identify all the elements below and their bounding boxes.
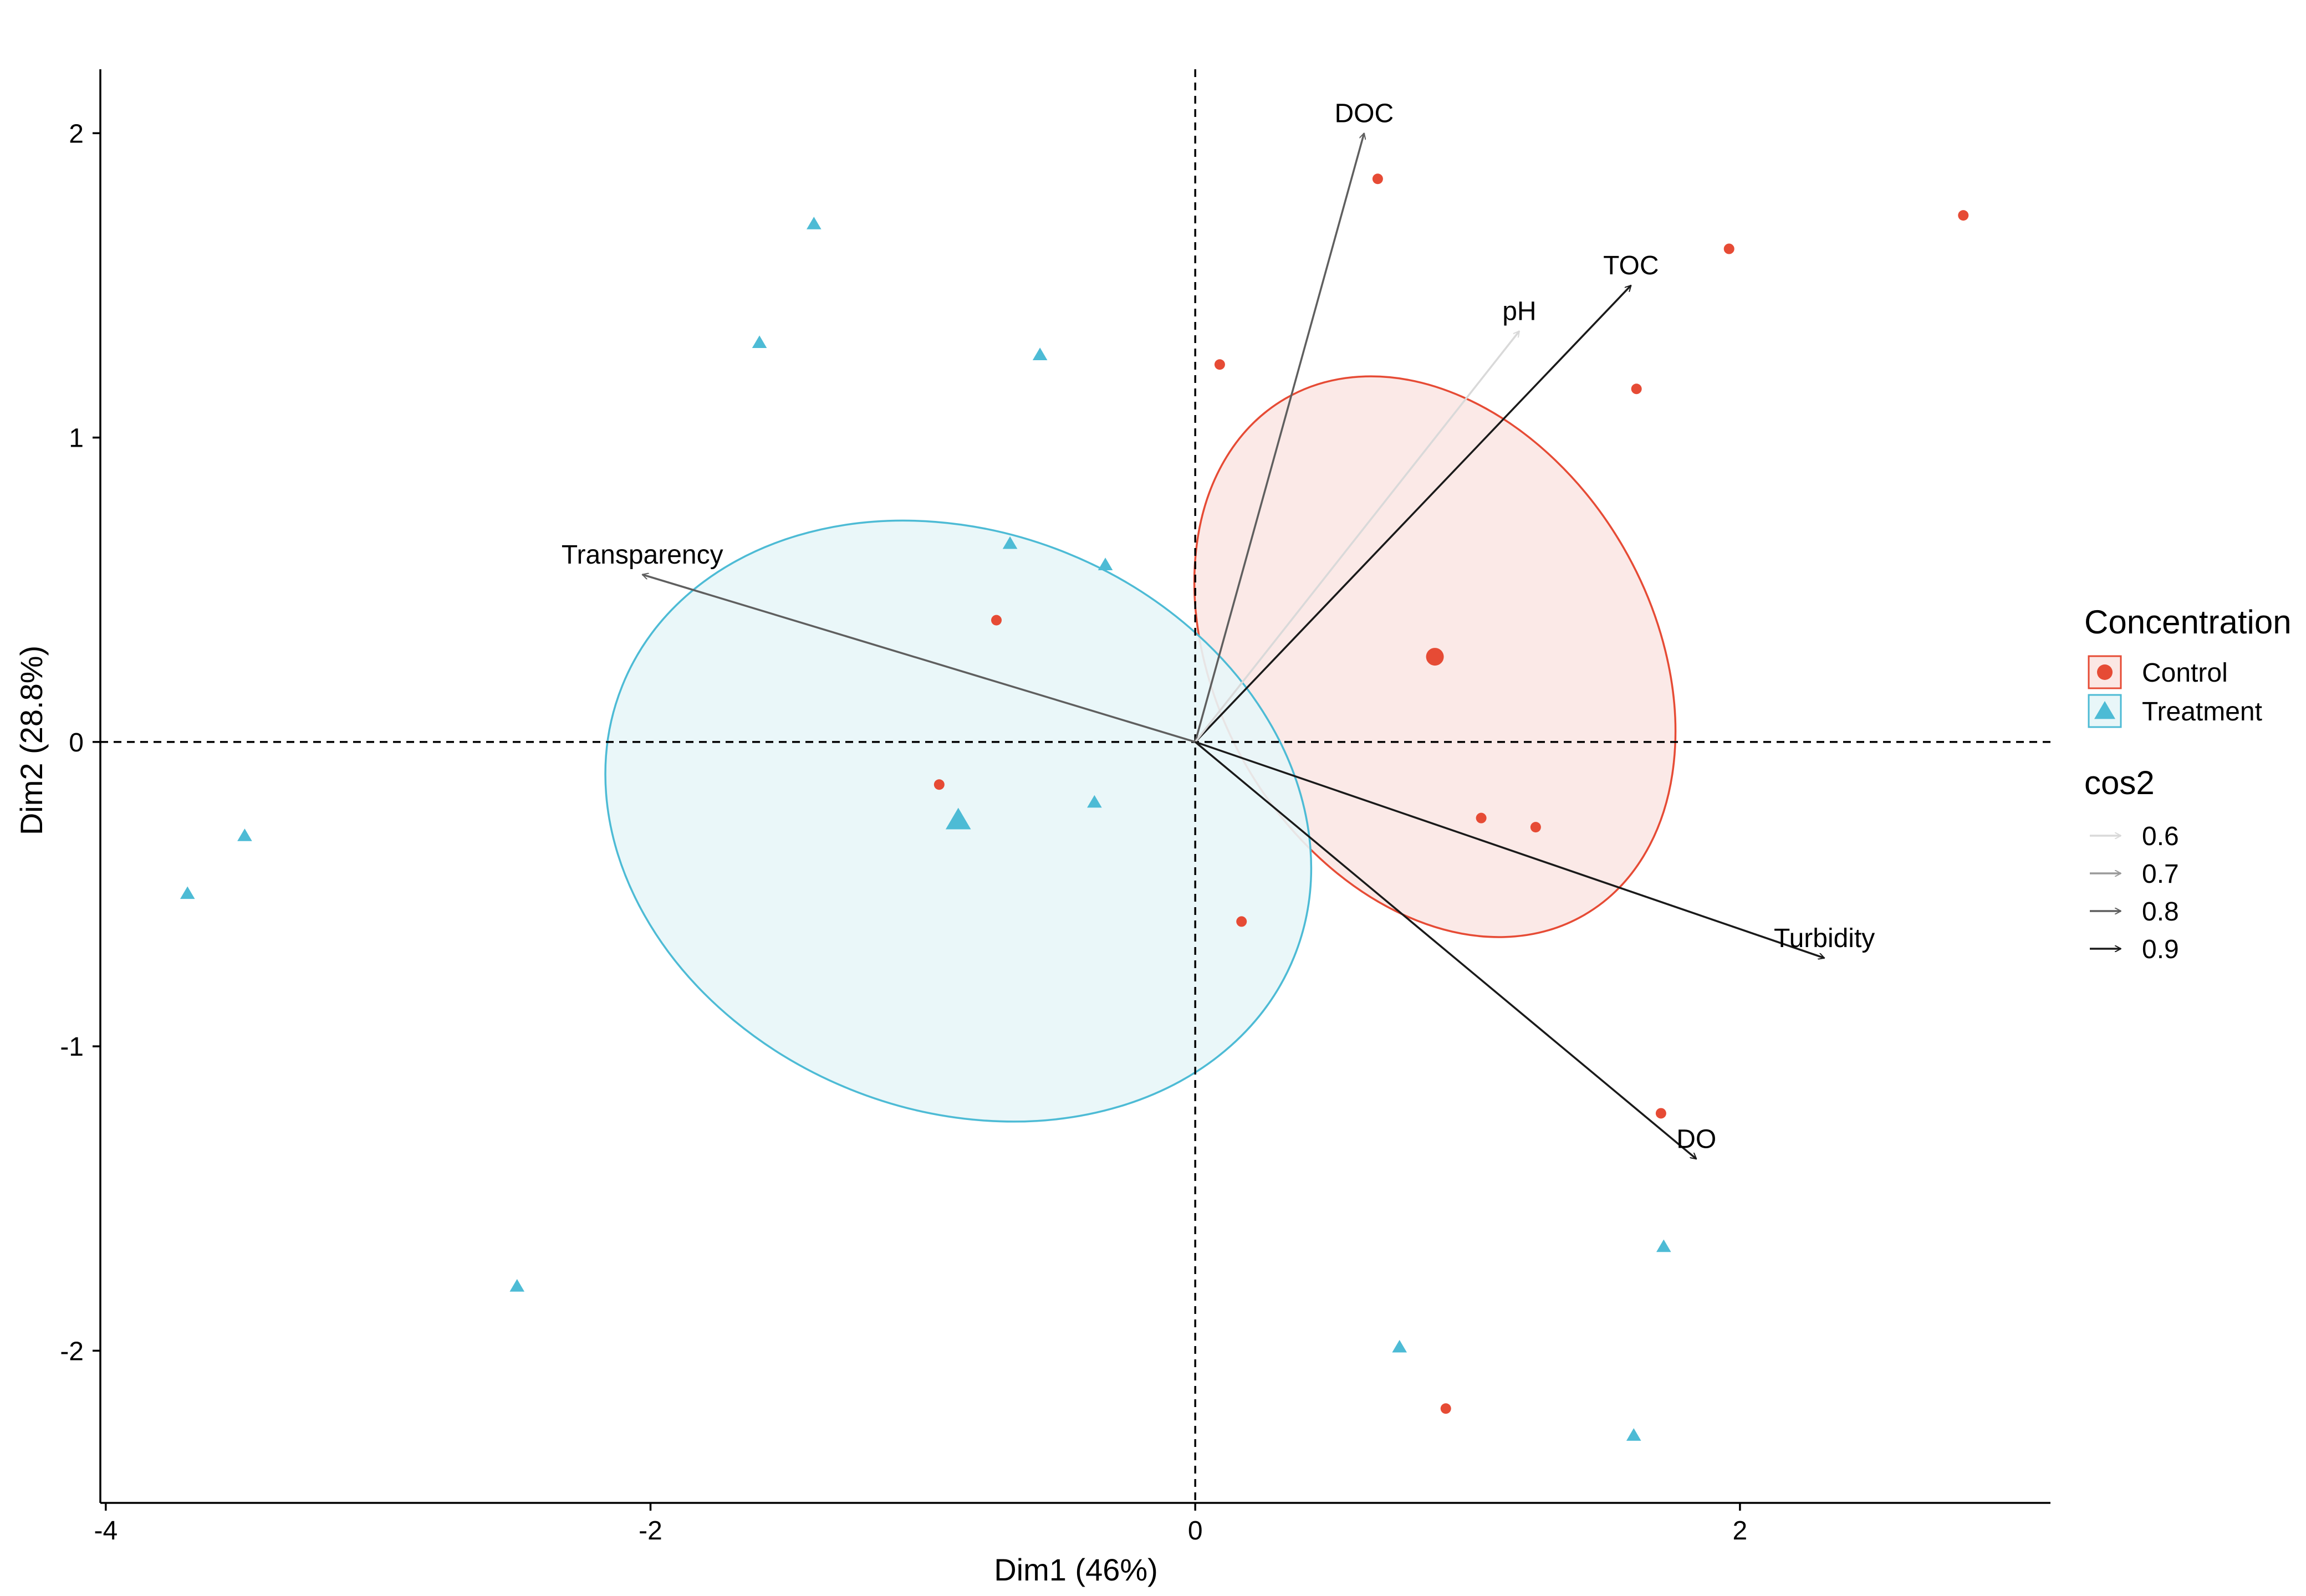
centroid-control bbox=[1426, 648, 1444, 666]
point-control bbox=[933, 779, 945, 790]
legend-cos2-label-0: 0.6 bbox=[2142, 822, 2179, 851]
legend-cos2-label-2: 0.8 bbox=[2142, 897, 2179, 927]
reference-lines bbox=[100, 69, 2050, 1503]
vector-label-toc: TOC bbox=[1603, 251, 1659, 280]
x-tick-label: 2 bbox=[1733, 1516, 1748, 1546]
x-tick-label: 0 bbox=[1188, 1516, 1203, 1546]
legend-cos2-label-3: 0.9 bbox=[2142, 935, 2179, 964]
point-treatment bbox=[237, 828, 252, 841]
point-treatment bbox=[180, 886, 195, 899]
legend-group-title: Concentration bbox=[2084, 603, 2292, 641]
vector-doc bbox=[1194, 133, 1364, 743]
point-treatment bbox=[1626, 1428, 1641, 1441]
vector-do bbox=[1195, 741, 1696, 1160]
axes: -4 -2 0 2 -2 -1 0 1 2 bbox=[60, 69, 2050, 1546]
point-treatment bbox=[1087, 795, 1102, 808]
y-tick-label: 2 bbox=[69, 119, 84, 149]
vector-turbidity bbox=[1195, 741, 1824, 958]
point-control bbox=[1440, 1403, 1451, 1414]
point-treatment bbox=[1098, 557, 1113, 570]
y-tick-label: -1 bbox=[60, 1032, 84, 1062]
point-control bbox=[1958, 210, 1969, 221]
legend-marker-control bbox=[2097, 664, 2113, 680]
legend: Concentration cos2 Control Treatment 0.6 0.… bbox=[2084, 603, 2292, 964]
x-tick-label: -2 bbox=[639, 1516, 662, 1546]
centroid-treatment bbox=[945, 807, 971, 830]
variable-vectors: DOC TOC pH Transparency Turbidity DO bbox=[562, 99, 1875, 1160]
vector-label-ph: pH bbox=[1502, 296, 1536, 326]
legend-label-treatment: Treatment bbox=[2142, 697, 2262, 727]
y-tick-label: 0 bbox=[69, 728, 84, 758]
point-treatment bbox=[1392, 1339, 1407, 1353]
point-treatment bbox=[1032, 347, 1048, 360]
point-control bbox=[1236, 916, 1247, 927]
point-control bbox=[1214, 359, 1225, 370]
point-treatment bbox=[1656, 1239, 1671, 1252]
observation-points bbox=[180, 173, 1969, 1441]
vector-label-do: DO bbox=[1676, 1124, 1716, 1154]
point-treatment bbox=[509, 1279, 525, 1292]
point-control bbox=[1372, 173, 1383, 185]
point-control bbox=[1631, 383, 1642, 395]
point-control bbox=[1723, 243, 1734, 254]
vector-transparency bbox=[642, 575, 1196, 743]
point-treatment bbox=[752, 335, 767, 349]
point-control bbox=[1655, 1108, 1666, 1119]
point-control bbox=[991, 615, 1002, 626]
vector-label-doc: DOC bbox=[1334, 99, 1394, 128]
x-tick-label: -4 bbox=[94, 1516, 118, 1546]
confidence-ellipses bbox=[604, 375, 1677, 1123]
legend-label-control: Control bbox=[2142, 658, 2228, 688]
x-axis-title: Dim1 (46%) bbox=[994, 1552, 1158, 1587]
point-control bbox=[1476, 812, 1487, 823]
point-treatment bbox=[807, 217, 822, 229]
point-treatment bbox=[1002, 536, 1018, 549]
y-tick-label: -2 bbox=[60, 1337, 84, 1366]
vector-label-turbidity: Turbidity bbox=[1774, 924, 1875, 953]
y-tick-label: 1 bbox=[69, 424, 84, 453]
legend-cos2-label-1: 0.7 bbox=[2142, 860, 2179, 889]
vector-toc bbox=[1194, 285, 1631, 743]
y-axis-title: Dim2 (28.8%) bbox=[14, 646, 49, 835]
legend-cos2-title: cos2 bbox=[2084, 764, 2155, 801]
point-control bbox=[1530, 822, 1541, 833]
legend-marker-treatment bbox=[2094, 701, 2115, 719]
vector-ph bbox=[1194, 331, 1521, 743]
vector-label-transparency: Transparency bbox=[562, 540, 723, 570]
